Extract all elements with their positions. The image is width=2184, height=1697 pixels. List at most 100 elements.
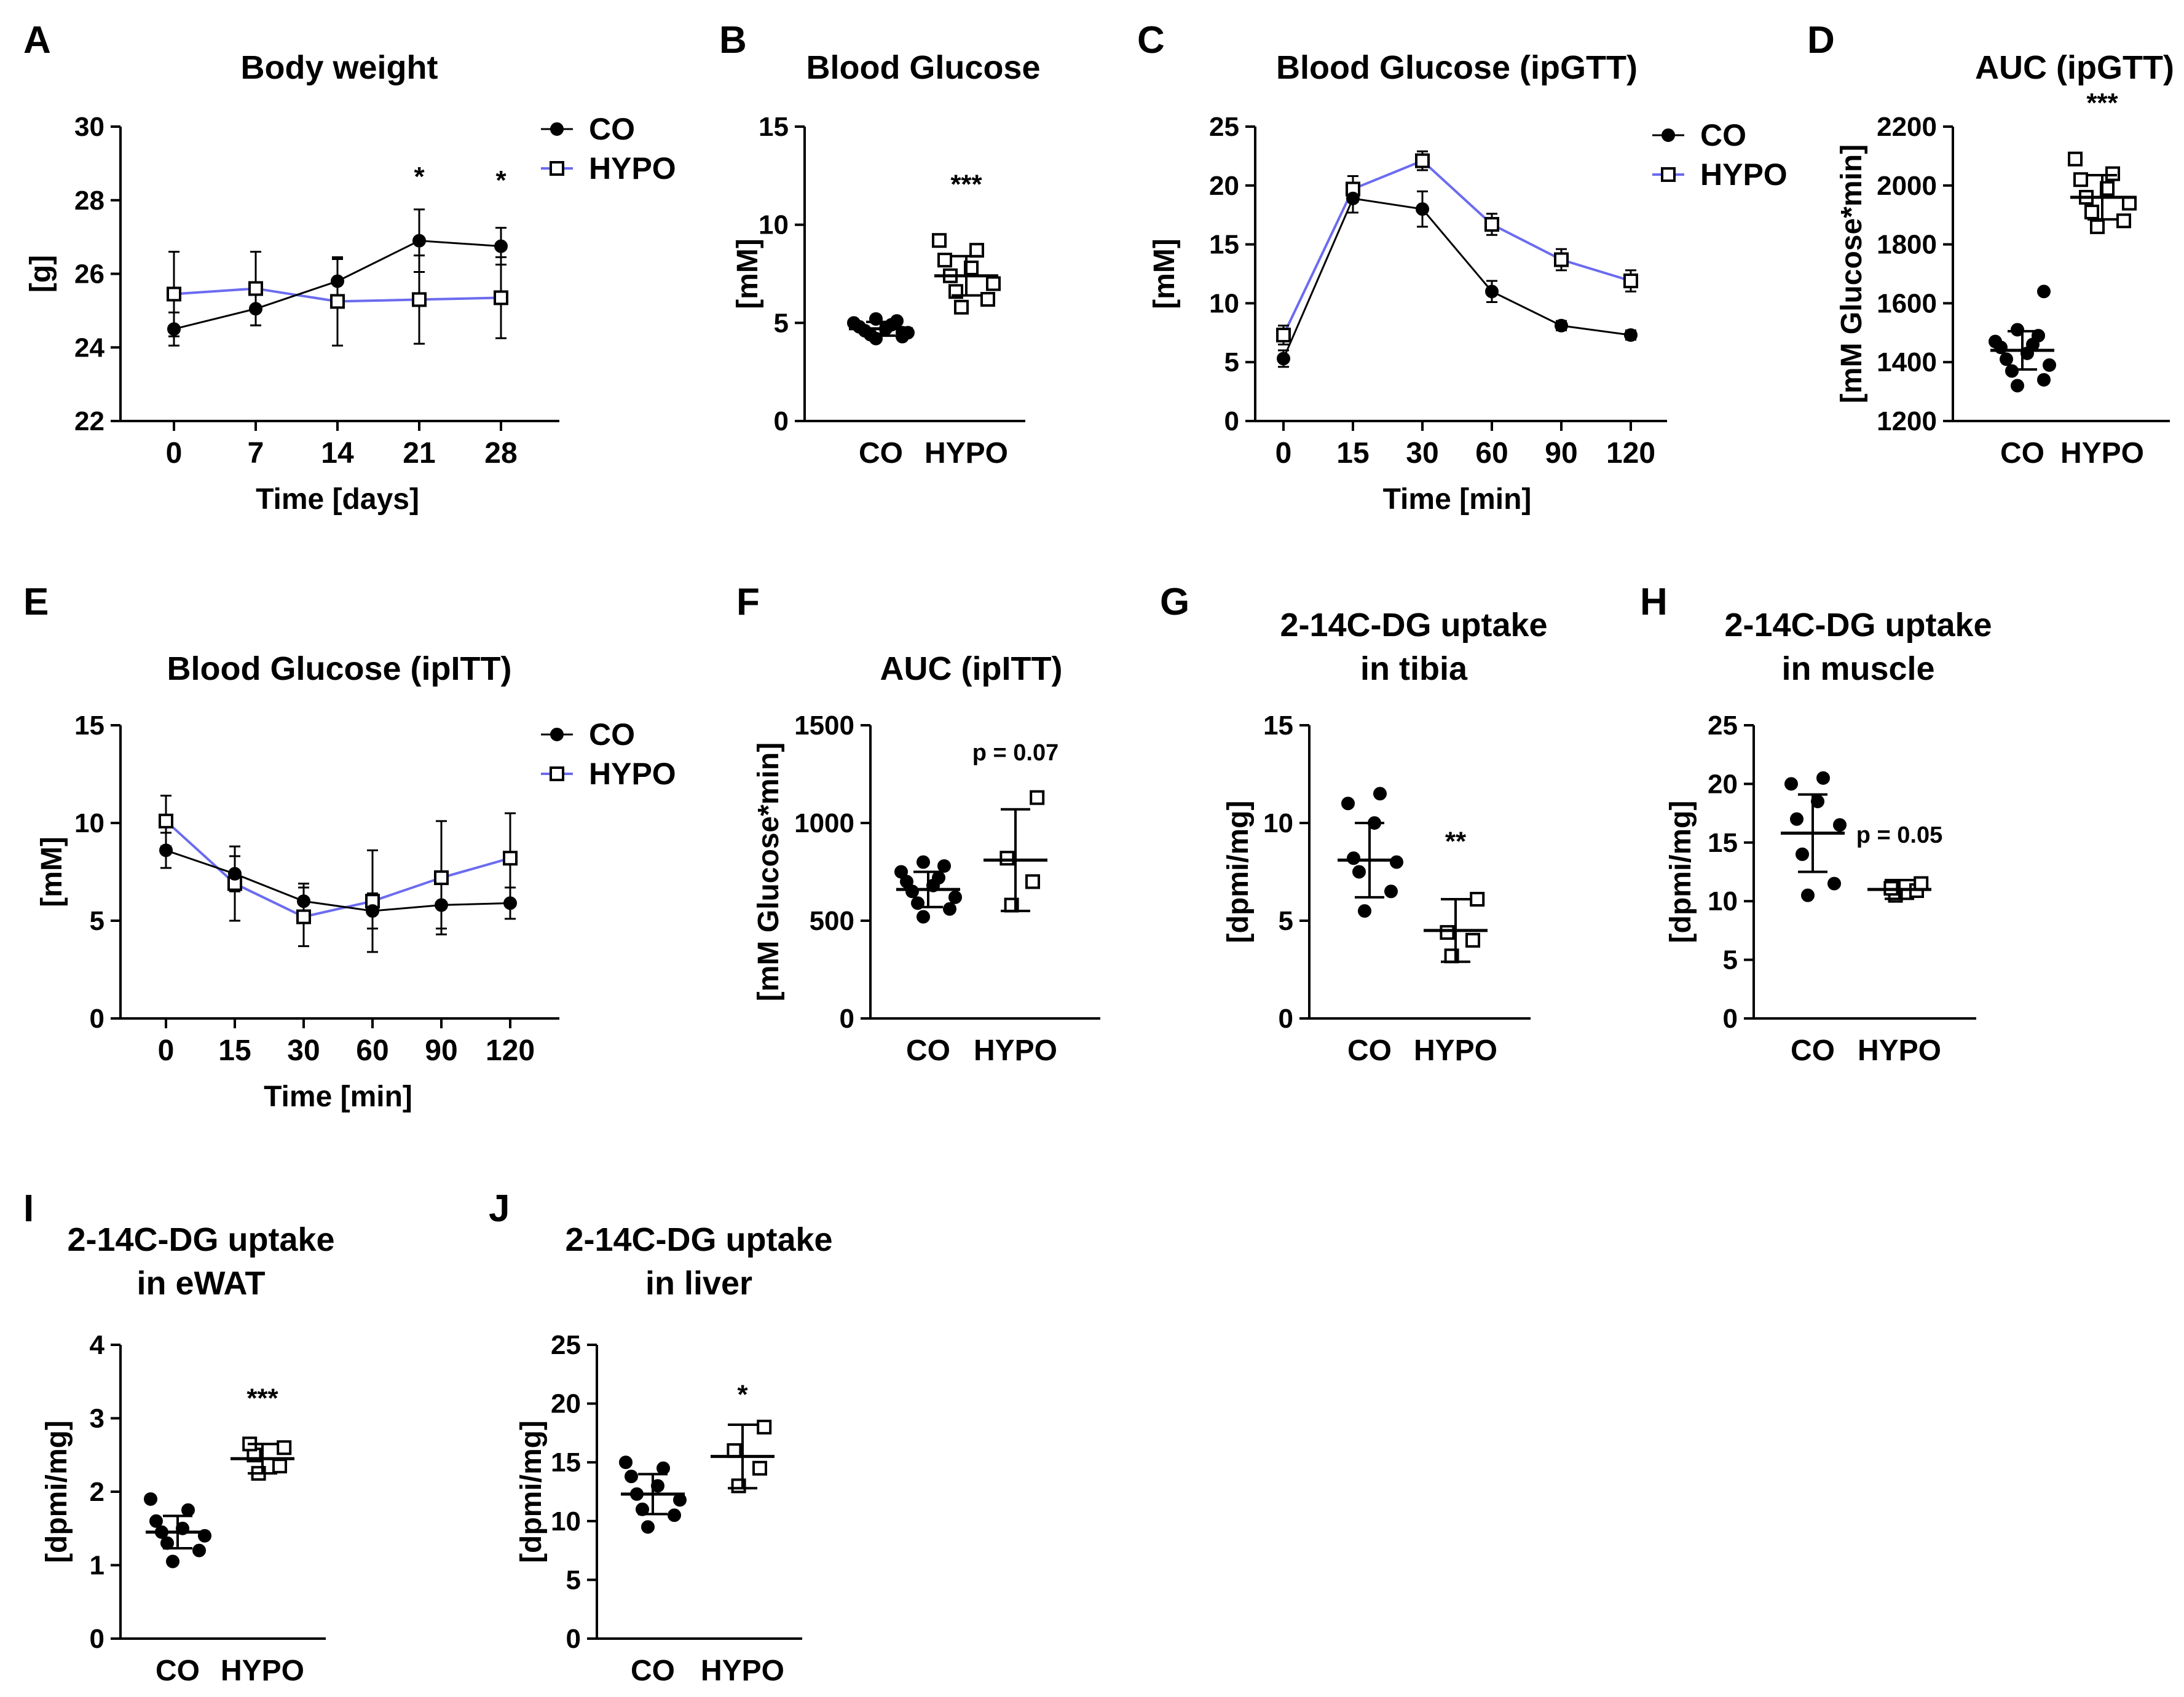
data-point-co — [1346, 191, 1360, 205]
panel-label: B — [719, 19, 747, 61]
y-tick-label: 0 — [90, 1624, 104, 1654]
panel-B: B Blood Glucose 0 5 10 15 [mM] CO HYPO *** — [719, 19, 1041, 470]
y-tick-label: 30 — [74, 112, 104, 142]
data-point-co — [297, 894, 310, 908]
y-tick-label: 5 — [1224, 347, 1239, 377]
data-point-hypo — [999, 851, 1015, 866]
data-point-co — [917, 910, 930, 924]
panel-label: A — [23, 19, 51, 61]
panel-title: in muscle — [1781, 650, 1934, 687]
y-tick-label: 0 — [566, 1624, 581, 1654]
data-point-hypo — [412, 292, 427, 307]
y-axis-label: [mM] — [36, 837, 68, 907]
x-axis-label: Time [days] — [256, 483, 419, 516]
data-point-hypo — [932, 233, 947, 248]
y-tick-label: 1000 — [794, 808, 854, 838]
panel-E: E Blood Glucose (ipITT) 0 5 10 15 [mM] 0 15 30 60 9… — [23, 581, 676, 1113]
data-point-co — [1555, 318, 1568, 333]
legend-label: HYPO — [589, 757, 676, 791]
data-point-hypo — [248, 281, 263, 296]
panel-title: in liver — [645, 1265, 752, 1302]
panel-D: D AUC (ipGTT) 1200 1400 1600 1800 2000 2200 [mM … — [1807, 19, 2174, 470]
data-point-hypo — [272, 1459, 287, 1474]
data-point-hypo — [980, 292, 995, 307]
data-point-hypo — [937, 253, 952, 268]
data-point-hypo — [494, 290, 508, 305]
x-tick-label: CO — [631, 1655, 675, 1687]
y-tick-label: 10 — [759, 210, 789, 240]
data-point-co — [937, 859, 951, 873]
y-tick-label: 26 — [74, 259, 104, 289]
data-point-co — [625, 1470, 638, 1484]
data-point-co — [1784, 777, 1798, 791]
data-point-co — [1358, 904, 1371, 918]
data-point-co — [503, 896, 517, 910]
data-point-co — [494, 239, 508, 253]
panel-title: Blood Glucose (ipGTT) — [1276, 49, 1638, 86]
y-tick-label: 2200 — [1877, 112, 1937, 142]
x-tick-label: 60 — [1475, 437, 1508, 470]
panel-title: in eWAT — [137, 1265, 266, 1302]
significance-marker: * — [495, 165, 507, 195]
series-line-hypo — [165, 820, 511, 918]
y-tick-label: 20 — [1209, 171, 1239, 201]
x-tick-label: HYPO — [2060, 437, 2144, 470]
data-point-co — [1816, 771, 1830, 785]
data-point-co — [932, 871, 945, 885]
data-point-hypo — [1415, 153, 1430, 168]
data-point-hypo — [159, 813, 173, 829]
data-point-co — [249, 302, 262, 316]
x-tick-label: 120 — [486, 1034, 535, 1067]
y-tick-label: 10 — [74, 808, 104, 838]
y-tick-label: 0 — [774, 406, 789, 436]
y-tick-label: 10 — [1209, 288, 1239, 318]
data-point-co — [656, 1461, 670, 1475]
data-point-hypo — [1470, 892, 1485, 907]
data-point-hypo — [434, 870, 449, 886]
data-point-co — [1801, 888, 1815, 902]
y-tick-label: 15 — [759, 112, 789, 142]
y-tick-label: 3 — [90, 1404, 104, 1434]
data-point-co — [228, 867, 242, 881]
x-tick-label: 21 — [403, 437, 435, 470]
y-axis-label: [mM Glucose*min] — [1835, 144, 1868, 403]
data-point-co — [641, 1520, 655, 1534]
y-axis-label: [mM Glucose*min] — [752, 742, 785, 1001]
panel-H: H 2-14C-DG uptake in muscle 0 5 10 15 20 25 [dpmi… — [1640, 581, 1992, 1067]
data-point-co — [1341, 797, 1355, 811]
data-point-co — [1416, 202, 1429, 216]
data-point-co — [1390, 855, 1403, 869]
y-tick-label: 15 — [551, 1447, 581, 1478]
y-tick-label: 5 — [774, 308, 789, 338]
data-point-co — [192, 1543, 206, 1557]
x-tick-label: 0 — [158, 1034, 175, 1067]
data-point-co — [167, 322, 181, 336]
data-point-hypo — [954, 299, 969, 315]
data-point-co — [668, 1508, 681, 1522]
x-tick-label: 90 — [425, 1034, 457, 1067]
data-point-co — [2011, 323, 2024, 337]
data-point-hypo — [1440, 925, 1455, 940]
data-point-hypo — [757, 1419, 772, 1435]
data-point-co — [917, 855, 930, 869]
y-tick-label: 25 — [1209, 112, 1239, 142]
data-point-hypo — [727, 1443, 742, 1459]
x-tick-label: HYPO — [924, 437, 1008, 470]
data-point-hypo — [277, 1440, 292, 1455]
data-point-co — [412, 234, 426, 248]
data-point-co — [1373, 787, 1387, 801]
x-tick-label: 0 — [166, 437, 183, 470]
y-tick-label: 24 — [74, 333, 104, 363]
y-tick-label: 1200 — [1877, 406, 1937, 436]
legend-marker-hypo — [550, 161, 564, 176]
panel-title: 2-14C-DG uptake — [1724, 607, 1992, 644]
significance-marker: * — [414, 162, 425, 192]
y-axis-label: [mM] — [731, 238, 764, 309]
x-tick-label: 120 — [1606, 437, 1655, 470]
x-tick-label: CO — [906, 1034, 950, 1067]
x-tick-label: 7 — [248, 437, 264, 470]
x-tick-label: HYPO — [1858, 1034, 1941, 1067]
y-tick-label: 0 — [1224, 406, 1239, 436]
panel-I: I 2-14C-DG uptake in eWAT 0 1 2 3 4 [dpmi/mg] CO H… — [23, 1187, 335, 1687]
y-tick-label: 28 — [74, 186, 104, 216]
